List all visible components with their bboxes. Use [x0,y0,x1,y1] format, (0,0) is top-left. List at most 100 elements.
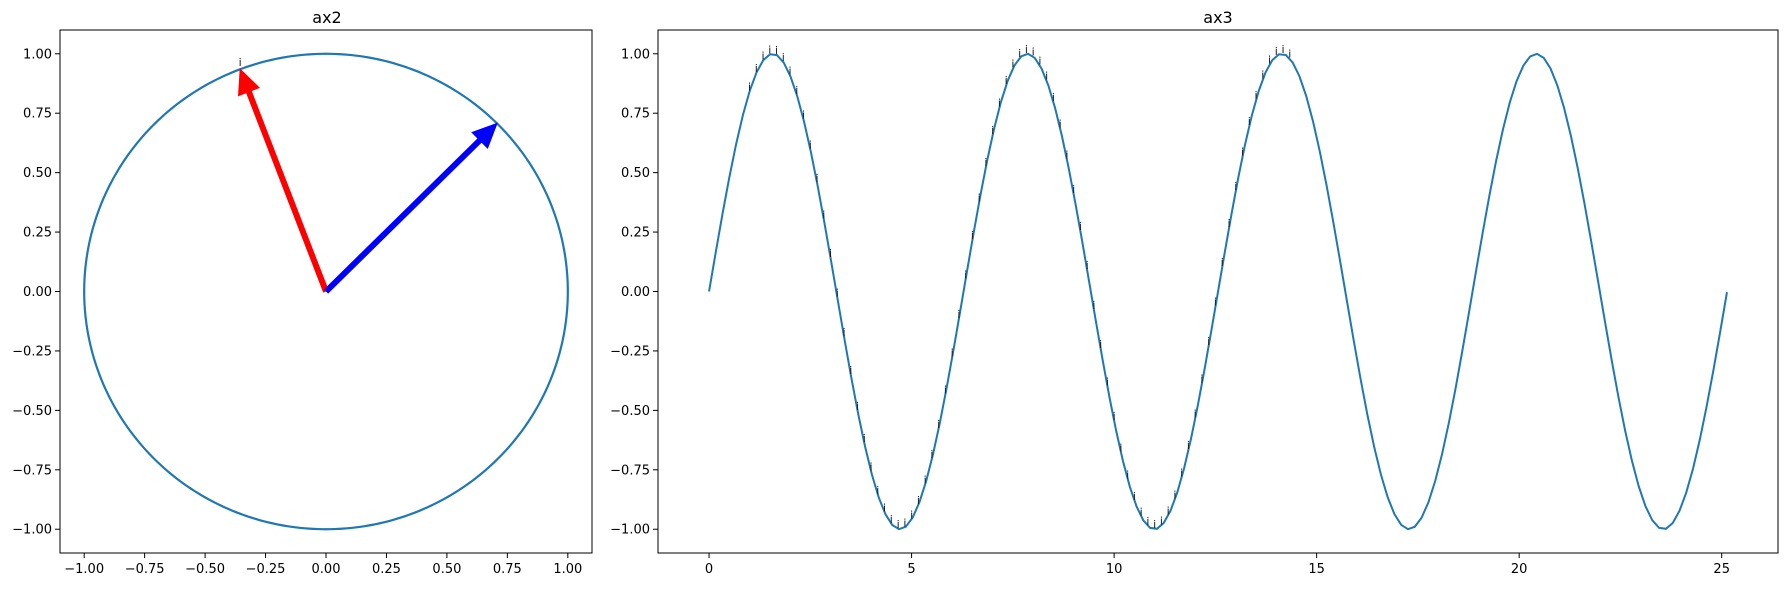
ax3-point-label: i [755,62,758,75]
ax3-point-label: i [903,516,906,529]
ax3-point-label: i [1045,70,1048,83]
ax3-point-label: i [1173,488,1176,501]
ax3-point-label: i [1052,91,1055,104]
ax3-point-label: i [1072,183,1075,196]
ax3-ytick-label: −0.50 [610,404,650,419]
ax2-plot-area: i [83,52,569,531]
ax3-point-label: i [1038,54,1041,67]
ax3-point-label: i [1221,256,1224,269]
ax2-ytick-label: 0.00 [23,285,52,300]
ax3-point-label: i [883,501,886,514]
ax3-point-label: i [1099,338,1102,351]
ax3-xtick-label: 25 [1713,562,1730,577]
ax3-point-label: i [1241,146,1244,159]
ax2-arrow-blue-shaft [323,138,482,294]
ax3-point-label: i [1011,57,1014,70]
ax2-ytick-label: −0.25 [12,344,52,359]
ax2-point-label: i [239,56,242,69]
ax2-xtick-label: −1.00 [64,562,104,577]
ax3-point-label: i [775,44,778,57]
ax2-arrow-blue-head [471,122,498,150]
ax3-point-label: i [1234,180,1237,193]
ax3-point-label: i [1194,408,1197,421]
ax2-xtick-label: −0.25 [246,562,286,577]
ax2-arrow-red-head [237,68,260,97]
ax3-point-label: i [1200,373,1203,386]
ax3-point-label: i [984,156,987,169]
ax3-point-label: i [1133,490,1136,503]
ax3-point-label: i [1092,299,1095,312]
ax3-point-label: i [1113,410,1116,423]
ax3-point-label: i [1227,217,1230,230]
ax2-xtick-label: −0.75 [125,562,165,577]
ax3-point-label: i [1281,43,1284,56]
ax3-point-label: i [937,418,940,431]
ax3-point-label: i [856,400,859,413]
ax3-point-label: i [843,326,846,339]
ax3-point-label: i [998,97,1001,110]
ax3-point-label: i [1160,515,1163,528]
ax3-sine-series [708,52,1728,531]
ax2-xtick-label: 0.75 [493,562,522,577]
ax3-point-label: i [1261,68,1264,81]
ax3-point-label: i [1140,506,1143,519]
ax3-point-label: i [1126,468,1129,481]
ax3-xtick-label: 10 [1106,562,1123,577]
ax2-ytick-label: 0.25 [23,226,52,241]
ax2-frame [59,29,593,554]
ax2-title: ax2 [312,8,341,27]
ax2-ytick-label: 1.00 [23,47,52,62]
ax3-point-label: i [1032,45,1035,58]
ax2-circle-series [83,52,569,531]
ax3-ytick-label: −0.75 [610,463,650,478]
ax3-point-label: i [802,109,805,122]
ax3-ytick-label: 0.25 [621,226,650,241]
ax3-point-label: i [1254,89,1257,102]
ax3-point-label: i [863,432,866,445]
ax3-xtick-label: 0 [705,562,713,577]
ax3-point-label: i [876,484,879,497]
ax3-point-label: i [1106,375,1109,388]
ax3-point-label: i [890,513,893,526]
ax3-point-label: i [1180,466,1183,479]
ax3-point-label: i [795,84,798,97]
ax3-point-label: i [748,80,751,93]
ax3-xtick-label: 20 [1511,562,1528,577]
ax3-point-label: i [1268,53,1271,66]
ax3-point-label: i [1207,335,1210,348]
ax3-point-label: i [1005,74,1008,87]
ax3-point-label: i [971,229,974,242]
ax3-point-label: i [924,474,927,487]
ax3-ytick-label: 0.75 [621,107,650,122]
ax3-point-label: i [1248,115,1251,128]
ax3-point-label: i [1079,220,1082,233]
ax3-xtick-label: 15 [1308,562,1325,577]
ax3-point-label: i [1146,515,1149,528]
ax2-ytick-label: 0.75 [23,107,52,122]
ax2-xtick-label: 1.00 [553,562,582,577]
ax3-ytick-label: −1.00 [610,523,650,538]
ax2-xtick-label: −0.50 [185,562,225,577]
ax3-point-label: i [944,384,947,397]
ax3-point-label: i [836,287,839,300]
ax3-title: ax3 [1203,8,1232,27]
ax3-point-label: i [964,268,967,281]
ax3-point-label: i [1187,439,1190,452]
ax3-point-label: i [782,51,785,64]
ax3-ytick-label: 0.50 [621,166,650,181]
ax3-point-label: i [870,461,873,474]
ax2-ticks: −1.00 −0.75 −0.50 −0.25 0.00 0.25 0.50 0.75 1.00… [12,47,582,577]
ax2-ytick-label: 0.50 [23,166,52,181]
ax2-ytick-label: −0.75 [12,463,52,478]
ax3-ytick-label: −0.25 [610,344,650,359]
ax3-point-label: i [1025,43,1028,56]
ax3-point-label: i [897,518,900,531]
ax3-point-label: i [809,138,812,151]
ax3-ticks: 0 5 10 15 20 25 −1.00 −0.75 −0.50 −0.25 0.00 0.25 0.… [610,47,1730,577]
ax2-arrow-red-shaft [246,90,329,293]
